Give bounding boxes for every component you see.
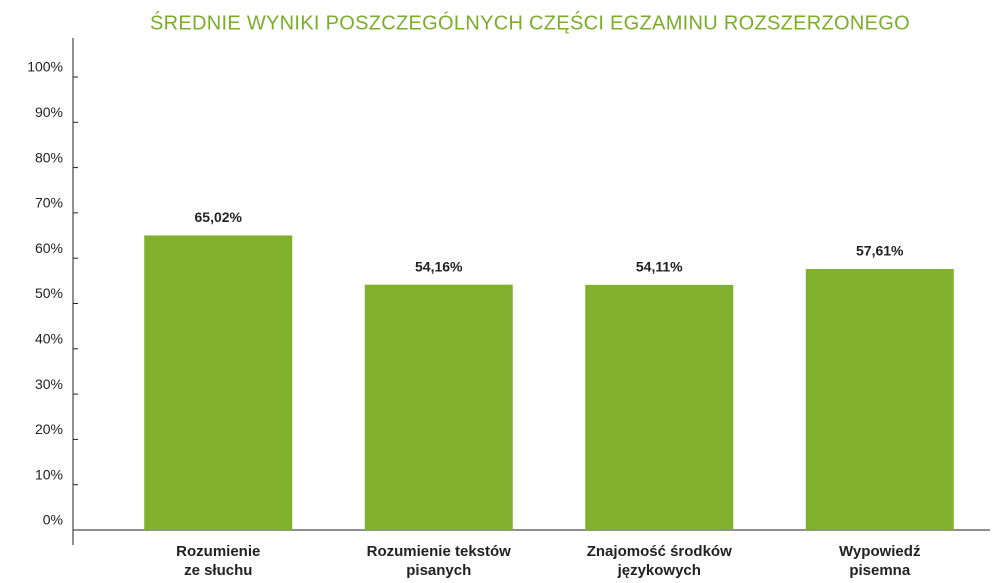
y-tick-label: 0% [43, 512, 63, 528]
y-tick-label: 20% [35, 421, 63, 437]
y-tick-label: 90% [35, 104, 63, 120]
x-tick-label: Rozumienie ze słuchu [176, 543, 261, 579]
x-tick-label: Wypowiedź pisemna [839, 543, 921, 579]
value-label: 65,02% [195, 209, 243, 225]
bar [585, 284, 734, 530]
y-tick-label: 40% [35, 331, 63, 347]
value-label: 57,61% [856, 243, 904, 259]
value-label: 54,16% [415, 258, 463, 274]
bar [364, 284, 513, 530]
chart-title: ŚREDNIE WYNIKI POSZCZEGÓLNYCH CZĘŚCI EGZ… [150, 10, 910, 34]
bar [144, 235, 293, 530]
x-tick-label: Rozumienie tekstów pisanych [366, 543, 511, 579]
y-tick-label: 50% [35, 285, 63, 301]
y-tick-label: 80% [35, 149, 63, 165]
y-tick-label: 100% [27, 59, 63, 75]
bar [805, 269, 954, 530]
y-tick-label: 60% [35, 240, 63, 256]
y-tick-label: 10% [35, 466, 63, 482]
y-tick-label: 30% [35, 376, 63, 392]
x-tick-label: Znajomość środków językowych [586, 543, 732, 579]
value-label: 54,11% [636, 259, 683, 275]
y-tick-label: 70% [35, 195, 63, 211]
